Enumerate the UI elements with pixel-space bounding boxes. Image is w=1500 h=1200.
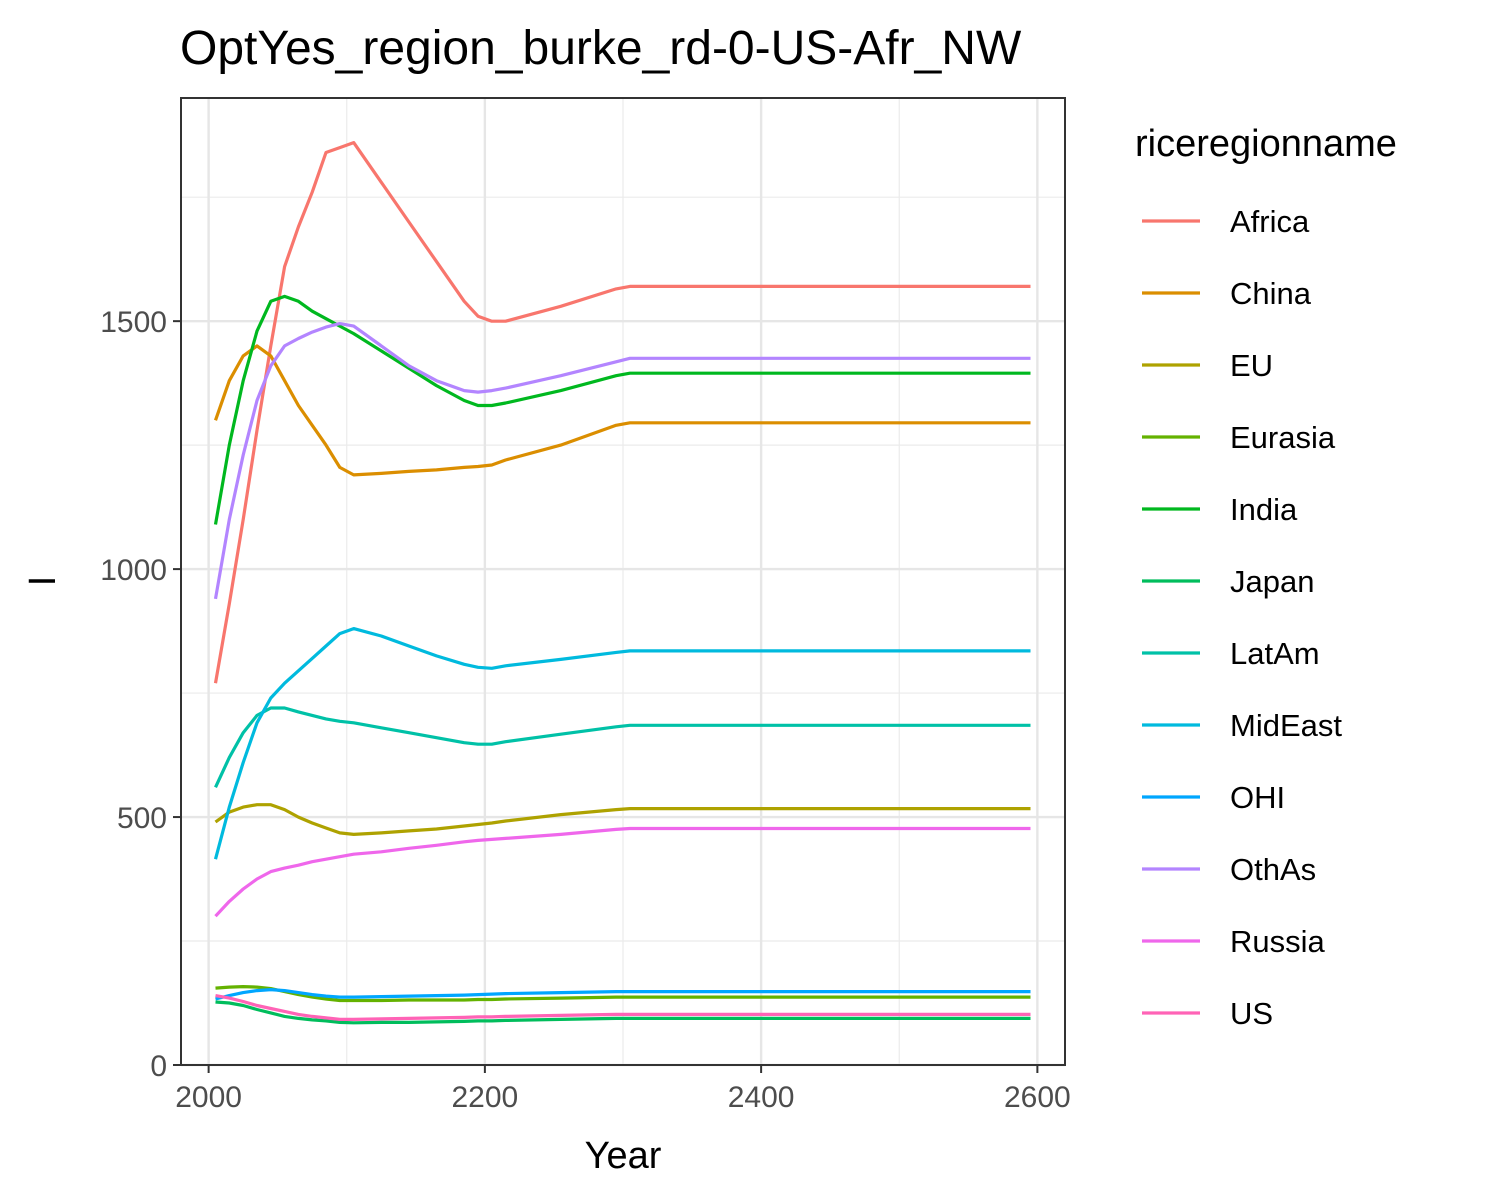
legend-label-india: India xyxy=(1230,492,1298,527)
series-line-russia xyxy=(214,826,1031,918)
y-tick-label: 1500 xyxy=(100,306,167,339)
series-line-eu xyxy=(214,803,1031,837)
legend-label-china: China xyxy=(1230,276,1312,311)
legend-label-ohi: OHI xyxy=(1230,780,1285,815)
legend-label-russia: Russia xyxy=(1230,924,1326,959)
legend-label-latam: LatAm xyxy=(1230,636,1320,671)
legend-label-africa: Africa xyxy=(1230,204,1310,239)
x-axis-title: Year xyxy=(585,1135,662,1177)
legend-title: riceregionname xyxy=(1135,123,1397,165)
legend-label-mideast: MidEast xyxy=(1230,708,1342,743)
x-tick-label: 2400 xyxy=(728,1081,795,1114)
legend: Africa China EU Eurasia India Japan LatAm MidEa… xyxy=(1142,204,1342,1031)
legend-label-eu: EU xyxy=(1230,348,1273,383)
series-lines xyxy=(213,141,1031,1025)
series-line-us xyxy=(215,994,1031,1022)
grid-lines xyxy=(181,98,1065,1067)
legend-label-us: US xyxy=(1230,996,1273,1031)
series-line-eurasia xyxy=(215,984,1031,1003)
y-tick-label: 1000 xyxy=(100,554,167,587)
plot-border xyxy=(180,97,1066,1066)
x-tick-label: 2600 xyxy=(1004,1081,1071,1114)
y-tick-label: 0 xyxy=(150,1050,167,1083)
legend-label-eurasia: Eurasia xyxy=(1230,420,1336,455)
series-line-china xyxy=(213,344,1031,477)
series-line-africa xyxy=(213,141,1031,684)
series-line-ohi xyxy=(215,987,1031,1001)
y-tick-label: 500 xyxy=(117,802,167,835)
x-tick-label: 2200 xyxy=(452,1081,519,1114)
series-line-mideast xyxy=(213,626,1031,860)
series-line-japan xyxy=(215,1000,1031,1025)
axes: 2000 2200 2400 2600 0 500 1000 1500 xyxy=(100,306,1071,1114)
series-line-othas xyxy=(213,322,1031,600)
legend-label-japan: Japan xyxy=(1230,564,1314,599)
series-line-india xyxy=(213,294,1031,525)
x-tick-label: 2000 xyxy=(175,1081,242,1114)
y-axis-title: I xyxy=(22,576,64,587)
chart-title: OptYes_region_burke_rd-0-US-Afr_NW xyxy=(180,22,1022,75)
legend-label-othas: OthAs xyxy=(1230,852,1316,887)
